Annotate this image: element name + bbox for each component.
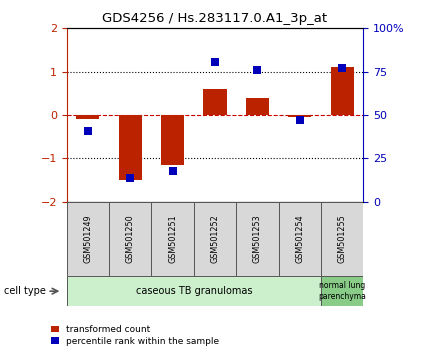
Text: GSM501252: GSM501252 bbox=[211, 215, 219, 263]
Bar bbox=[321, 276, 363, 306]
Bar bbox=[109, 202, 151, 276]
Text: GSM501255: GSM501255 bbox=[338, 215, 347, 263]
Bar bbox=[331, 67, 354, 115]
Bar bbox=[203, 89, 227, 115]
Point bbox=[254, 67, 261, 72]
Bar bbox=[76, 115, 99, 119]
Text: GDS4256 / Hs.283117.0.A1_3p_at: GDS4256 / Hs.283117.0.A1_3p_at bbox=[102, 12, 328, 25]
Point bbox=[169, 169, 176, 174]
Point bbox=[339, 65, 346, 71]
Bar bbox=[161, 115, 184, 165]
Bar bbox=[119, 115, 142, 180]
Text: caseous TB granulomas: caseous TB granulomas bbox=[135, 286, 252, 296]
Bar bbox=[194, 202, 236, 276]
Bar bbox=[288, 115, 311, 117]
Point bbox=[84, 129, 91, 134]
Point bbox=[127, 175, 134, 181]
Bar bbox=[236, 202, 279, 276]
Text: GSM501250: GSM501250 bbox=[126, 215, 135, 263]
Text: cell type: cell type bbox=[4, 286, 46, 296]
Bar bbox=[321, 202, 363, 276]
Bar bbox=[151, 202, 194, 276]
Point bbox=[296, 118, 303, 123]
Text: normal lung
parenchyma: normal lung parenchyma bbox=[318, 281, 366, 301]
Legend: transformed count, percentile rank within the sample: transformed count, percentile rank withi… bbox=[47, 321, 223, 349]
Bar bbox=[67, 276, 321, 306]
Bar bbox=[67, 202, 109, 276]
Text: GSM501254: GSM501254 bbox=[295, 215, 304, 263]
Bar bbox=[246, 98, 269, 115]
Bar bbox=[279, 202, 321, 276]
Text: GSM501251: GSM501251 bbox=[168, 215, 177, 263]
Text: GSM501253: GSM501253 bbox=[253, 215, 262, 263]
Text: GSM501249: GSM501249 bbox=[83, 215, 92, 263]
Point bbox=[212, 59, 218, 65]
